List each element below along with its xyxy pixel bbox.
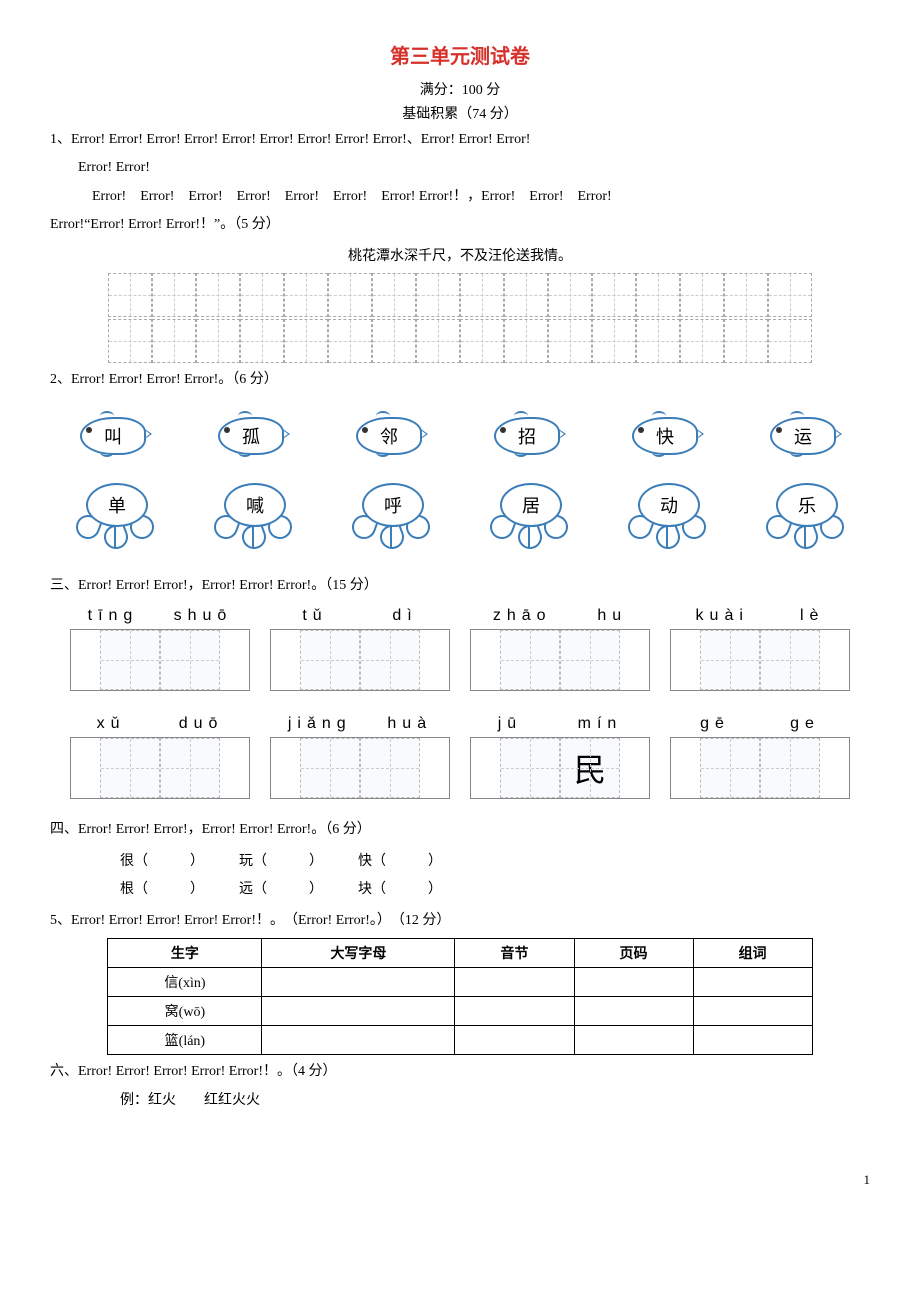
q6-example: 例：红火 红红火火 [120,1090,870,1112]
fish-icon: 邻 [346,409,436,459]
q3-text: 三、Error! Error! Error!，Error! Error! Err… [50,575,870,597]
q3-row2: xǔduōjiǎnghuàjūmín民gēge [70,715,850,799]
q1-text-2: Error! Error! [50,157,870,179]
q5-table: 生字大写字母音节页码组词信(xìn)窝(wō)篮(lán) [107,938,812,1055]
q2-fish-row: 叫孤邻招快运 [70,409,850,459]
q4-bot: 根（ ） 远（ ） 块（ ） [120,876,870,904]
flower-icon: 喊 [208,477,298,557]
section-label: 基础积累（74 分） [50,103,870,123]
q3-row1: tīngshuōtǔdìzhāohukuàilè [70,607,850,691]
q1-text: 1、Error! Error! Error! Error! Error! Err… [50,129,870,151]
q6-text: 六、Error! Error! Error! Error! Error!！。（4… [50,1061,870,1083]
flower-icon: 动 [622,477,712,557]
fish-icon: 运 [760,409,850,459]
q4-top: 很（ ） 玩（ ） 快（ ） [120,848,870,876]
q1-poem: 桃花潭水深千尺，不及汪伦送我情。 [50,245,870,265]
fish-icon: 叫 [70,409,160,459]
flower-icon: 居 [484,477,574,557]
q5-text: 5、Error! Error! Error! Error! Error!！。 （… [50,910,870,932]
flower-icon: 呼 [346,477,436,557]
q4-text: 四、Error! Error! Error!，Error! Error! Err… [50,819,870,841]
q1-grid [50,273,870,363]
q2-flower-row: 单喊呼居动乐 [70,477,850,557]
fish-icon: 招 [484,409,574,459]
page-title: 第三单元测试卷 [50,40,870,69]
page-number: 1 [50,1172,870,1188]
fish-icon: 快 [622,409,712,459]
q2-text: 2、Error! Error! Error! Error!。（6 分） [50,369,870,391]
fish-icon: 孤 [208,409,298,459]
flower-icon: 单 [70,477,160,557]
flower-icon: 乐 [760,477,850,557]
full-score: 满分：100 分 [50,79,870,99]
